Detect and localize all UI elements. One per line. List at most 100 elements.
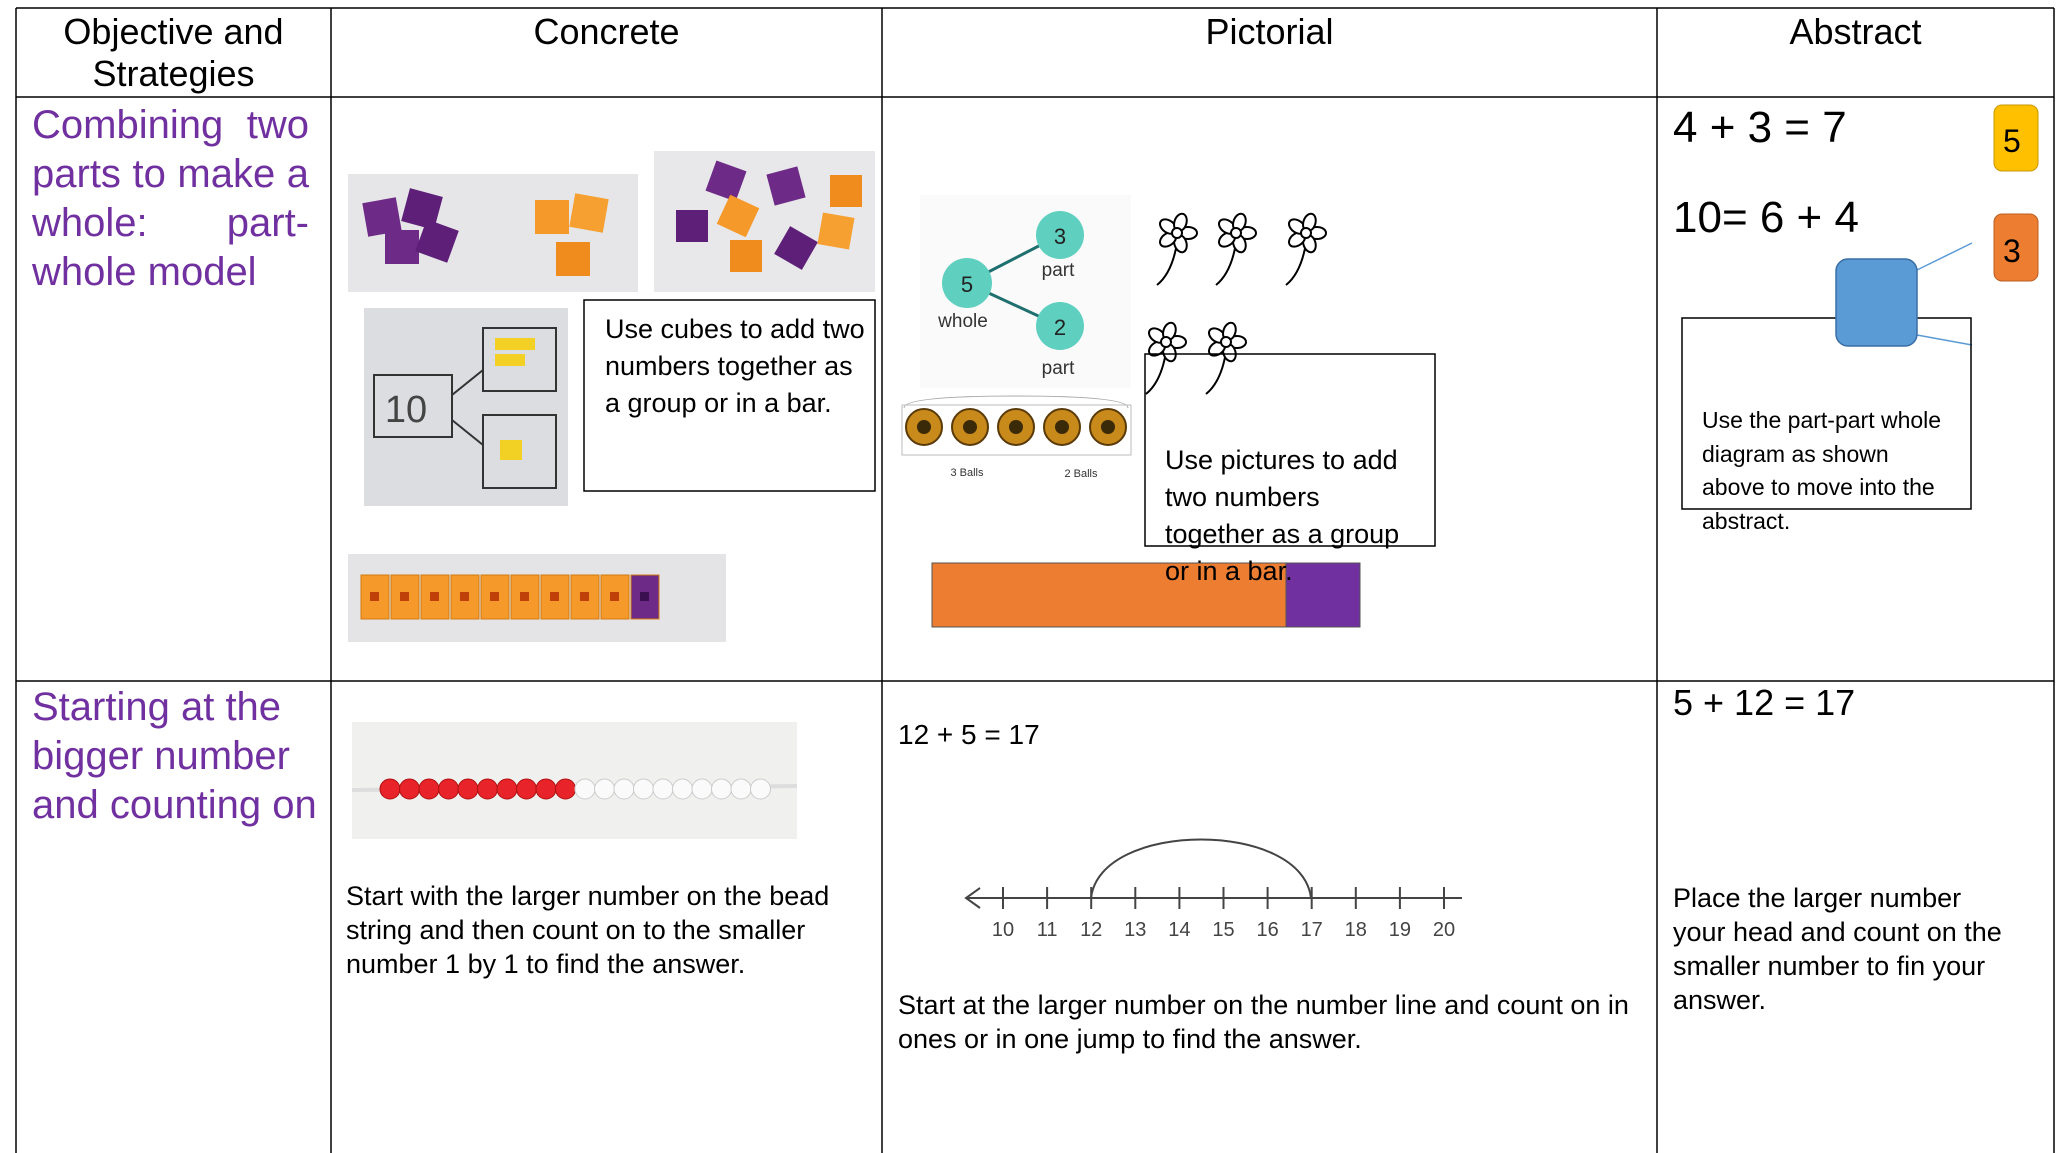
bead [457, 778, 479, 800]
concrete-text: Use cubes to add two numbers together as… [605, 314, 865, 418]
tick-label: 20 [1433, 919, 1455, 941]
cube-bar [360, 574, 660, 620]
cube-stud [520, 592, 529, 601]
beads [379, 778, 771, 800]
box [482, 327, 557, 392]
number-line: 10 11 12 13 14 15 16 17 18 19 20 [964, 838, 1462, 941]
ball-patch [963, 420, 977, 434]
cubes-photo [654, 151, 875, 292]
card-number: 5 [2003, 123, 2021, 159]
cube-stud [550, 592, 559, 601]
cube [495, 338, 535, 350]
bead [652, 778, 674, 800]
text-box [1144, 353, 1436, 547]
cube [766, 166, 806, 206]
bead [633, 778, 654, 800]
stem [1215, 242, 1237, 286]
arrow [964, 887, 981, 909]
bead [672, 778, 693, 800]
cube [390, 574, 420, 620]
cube [415, 219, 459, 263]
bead [379, 778, 401, 800]
part-whole-photo: 10 [364, 308, 568, 506]
equation: 5 + 12 = 17 [1673, 682, 1856, 723]
cube [774, 226, 818, 270]
part-circle [1036, 302, 1084, 350]
balls [905, 408, 1127, 446]
stem [1156, 242, 1178, 286]
cube [676, 210, 708, 242]
diagram-label: 10 [385, 389, 427, 431]
box [373, 374, 453, 438]
card-number: 3 [2003, 233, 2021, 269]
bead [750, 778, 771, 800]
tick-label: 12 [1080, 919, 1102, 941]
header: Pictorial [1205, 11, 1334, 52]
equation: 10= 6 + 4 [1673, 193, 1859, 242]
flower-centre [1230, 227, 1242, 239]
bar-part [1285, 562, 1361, 628]
text-box [583, 299, 876, 492]
pictorial-text: Start at the larger number on the number… [898, 990, 1629, 1054]
objective: Starting at the bigger number and counti… [32, 685, 317, 827]
part-circle [1036, 211, 1084, 259]
bar-part [931, 562, 1287, 628]
connector [1916, 334, 1973, 346]
bead [555, 778, 576, 800]
abstract-text: Place the larger number your head and co… [1673, 883, 2002, 1015]
cube [556, 242, 590, 276]
bead [574, 778, 596, 800]
tick-label: 10 [992, 919, 1014, 941]
cube-stud [610, 592, 619, 601]
pictorial-text: Use pictures to add two numbers together… [1165, 445, 1400, 586]
jump-arc [1090, 838, 1312, 899]
flower-centre [1220, 336, 1232, 348]
cube-stud [430, 592, 439, 601]
objective: Combining two parts to make a whole: par… [32, 103, 309, 294]
ball-patch [1101, 420, 1115, 434]
header: Abstract [1789, 11, 1922, 52]
whole-circle [942, 258, 992, 308]
ball-label: 3 Balls [950, 467, 984, 479]
bead [613, 778, 635, 800]
bead [399, 778, 420, 800]
bead [516, 778, 537, 800]
cubes-photo [348, 174, 638, 292]
ball-patch [1009, 420, 1023, 434]
tick-label: 16 [1256, 919, 1278, 941]
connector [1916, 242, 1973, 271]
cube [401, 188, 443, 230]
tick-label: 17 [1301, 919, 1323, 941]
ball-patch [917, 420, 931, 434]
photo-bg [352, 722, 797, 839]
bead [594, 778, 615, 800]
bead [496, 778, 518, 800]
tick-label: 18 [1345, 919, 1367, 941]
ball-label: 2 Balls [1064, 468, 1098, 480]
cube-bar-photo [348, 554, 726, 642]
cube-stud [640, 592, 649, 601]
bead [477, 778, 498, 800]
cube-stud [370, 592, 379, 601]
cube [569, 193, 609, 233]
ten-frame [901, 404, 1132, 456]
bead [711, 778, 732, 800]
ball-patch [1055, 420, 1069, 434]
flower-centre [1171, 227, 1183, 239]
bead [418, 778, 440, 800]
tick-label: 11 [1037, 919, 1058, 941]
bead [691, 778, 713, 800]
cube [495, 354, 525, 366]
cube-stud [460, 592, 469, 601]
text-box [1681, 317, 1972, 510]
stem [1205, 351, 1227, 395]
cube [570, 574, 600, 620]
stem [1285, 242, 1307, 286]
balls-picture: 3 Balls 2 Balls [901, 395, 1132, 480]
cube [705, 160, 747, 202]
bead [535, 778, 557, 800]
cube-stud [490, 592, 499, 601]
